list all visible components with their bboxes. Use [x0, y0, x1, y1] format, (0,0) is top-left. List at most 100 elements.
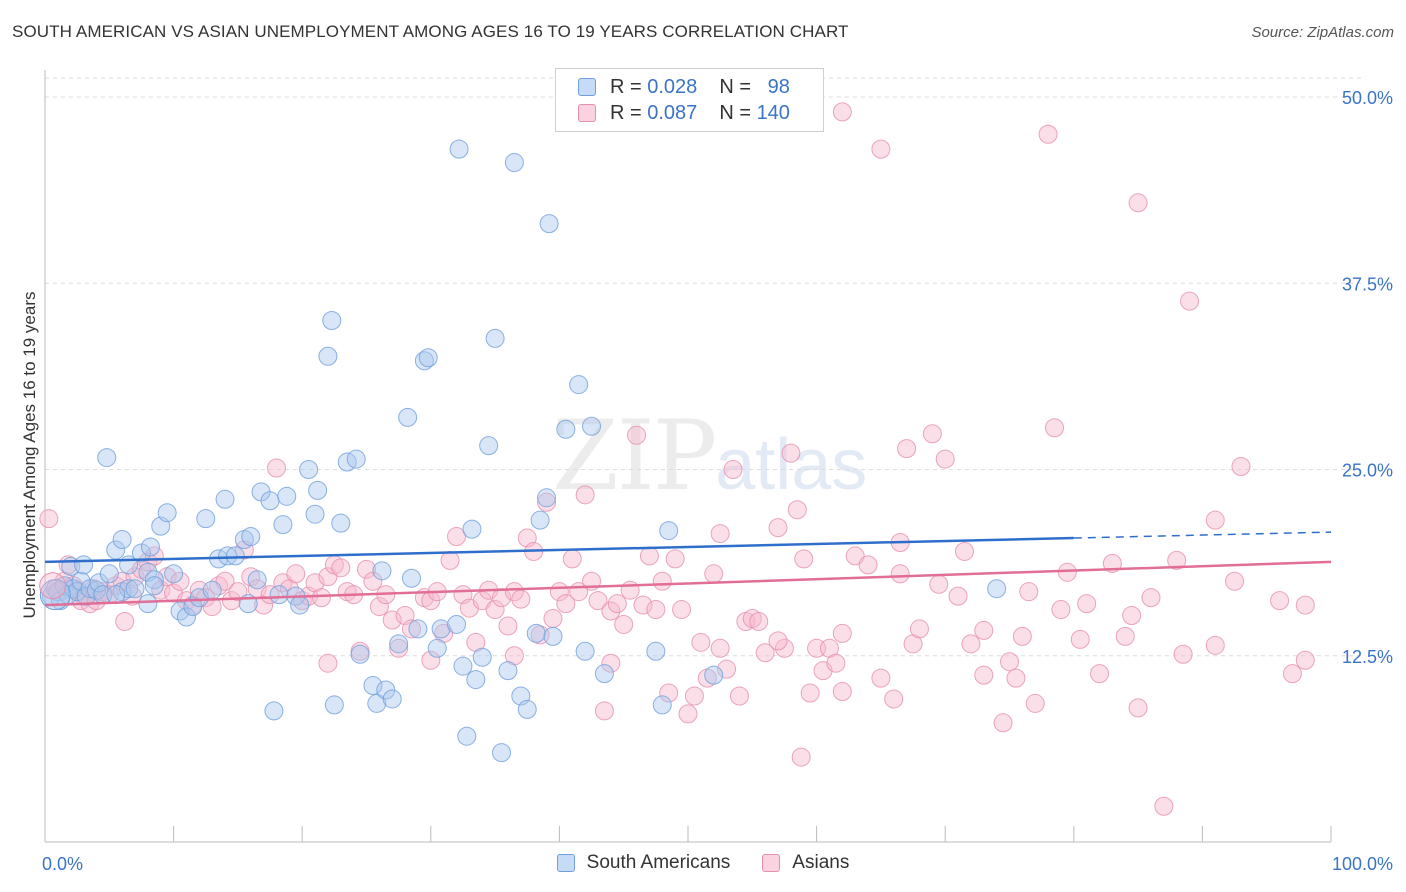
asians-point — [588, 591, 608, 611]
y-tick-label: 25.0% — [1342, 461, 1393, 481]
correlation-legend: R = 0.028 N = 98 R = 0.087 N = 140 — [555, 68, 824, 132]
series-legend-label: South Americans — [586, 852, 731, 873]
asians-point — [39, 509, 59, 529]
south-americans-trend-line — [44, 536, 1074, 564]
asians-point — [402, 619, 422, 639]
legend-n-label: N = — [719, 101, 751, 124]
asians-point — [1295, 650, 1315, 670]
asians-point — [800, 683, 820, 703]
asians-point — [1225, 571, 1245, 591]
south-americans-point — [125, 579, 145, 599]
south-americans-point — [543, 626, 563, 646]
asians-point — [832, 623, 852, 643]
asians-point — [1205, 510, 1225, 530]
asians-point — [794, 549, 814, 569]
asians-point — [922, 424, 942, 444]
asians-point — [1038, 124, 1058, 144]
south-americans-point — [462, 519, 482, 539]
south-americans-point — [398, 407, 418, 427]
south-americans-point — [324, 695, 344, 715]
legend-r-value: 0.087 — [647, 101, 698, 124]
asians-point — [768, 631, 788, 651]
asians-point — [1167, 550, 1187, 570]
asians-point — [774, 638, 794, 658]
asians-point — [929, 574, 949, 594]
y-tick-label: 37.5% — [1342, 274, 1393, 294]
x-tick-label: 0.0% — [42, 854, 83, 874]
watermark: ZIPatlas — [552, 400, 867, 512]
asians-point — [826, 653, 846, 673]
asians-point — [498, 616, 518, 636]
south-americans-point — [318, 346, 338, 366]
asians-point — [504, 582, 524, 602]
south-americans-point — [418, 348, 438, 368]
asians-point — [884, 689, 904, 709]
south-americans-point — [119, 579, 139, 599]
south-americans-point — [539, 214, 559, 234]
asians-point — [832, 102, 852, 122]
chart-title: SOUTH AMERICAN VS ASIAN UNEMPLOYMENT AMO… — [12, 22, 849, 41]
south-americans-point — [346, 449, 366, 469]
south-americans-point — [277, 486, 297, 506]
asians-point — [890, 564, 910, 584]
south-americans-point — [466, 670, 486, 690]
south-americans-point — [140, 537, 160, 557]
south-americans-point — [582, 416, 602, 436]
asians-point — [710, 524, 730, 544]
asians-point — [1025, 693, 1045, 713]
south-americans-point — [504, 153, 524, 173]
asians-point — [871, 139, 891, 159]
asians-point — [633, 595, 653, 615]
south-americans-point — [138, 594, 158, 614]
asians-point — [717, 659, 737, 679]
south-americans-point — [196, 509, 216, 529]
south-americans-point — [472, 647, 492, 667]
legend-r-label: R = — [610, 75, 642, 98]
asians-point — [311, 588, 331, 608]
series-legend-item-south-americans[interactable]: South Americans — [556, 852, 731, 874]
south-americans-point — [402, 568, 422, 588]
south-americans-point — [492, 743, 512, 763]
asians-point — [1057, 562, 1077, 582]
south-americans-point — [144, 576, 164, 596]
legend-r-label: R = — [610, 101, 642, 124]
south-americans-point — [218, 546, 238, 566]
south-americans-point — [273, 515, 293, 535]
series-legend-item-asians[interactable]: Asians — [762, 852, 849, 874]
asians-point — [787, 500, 807, 520]
south-americans-point — [363, 676, 383, 696]
asians-point — [537, 492, 557, 512]
south-americans-point — [225, 546, 245, 566]
south-americans-point — [308, 480, 328, 500]
asians-point — [607, 594, 627, 614]
legend-n-value: 140 — [756, 101, 790, 124]
asians-point — [357, 559, 376, 579]
x-tick-label: 100.0% — [1332, 854, 1393, 874]
asians-point — [948, 586, 968, 606]
asians-point — [594, 701, 614, 721]
asians-point — [871, 668, 891, 688]
south-americans-point — [260, 491, 280, 511]
asians-point — [1180, 291, 1200, 311]
south-americans-point — [74, 555, 94, 575]
south-americans-point — [449, 139, 469, 159]
asians-point — [672, 600, 692, 620]
y-axis-label: Unemployment Among Ages 16 to 19 years — [20, 292, 39, 619]
chart-source: Source: ZipAtlas.com — [1251, 24, 1394, 41]
asians-point — [1205, 635, 1225, 655]
south-americans-point — [372, 561, 392, 581]
series-legend-label: Asians — [792, 852, 850, 873]
south-americans-point — [112, 530, 132, 550]
south-americans-point — [427, 638, 447, 658]
asians-point — [1154, 796, 1174, 816]
asians-point — [1295, 595, 1315, 615]
asians-point — [562, 549, 582, 569]
south-americans-point — [99, 564, 119, 584]
asians-point — [897, 439, 917, 459]
asians-point — [1173, 644, 1193, 664]
asians-point — [781, 443, 801, 463]
asians-point — [1141, 588, 1161, 608]
south-americans-point — [290, 595, 310, 615]
asians-point — [1231, 457, 1251, 477]
